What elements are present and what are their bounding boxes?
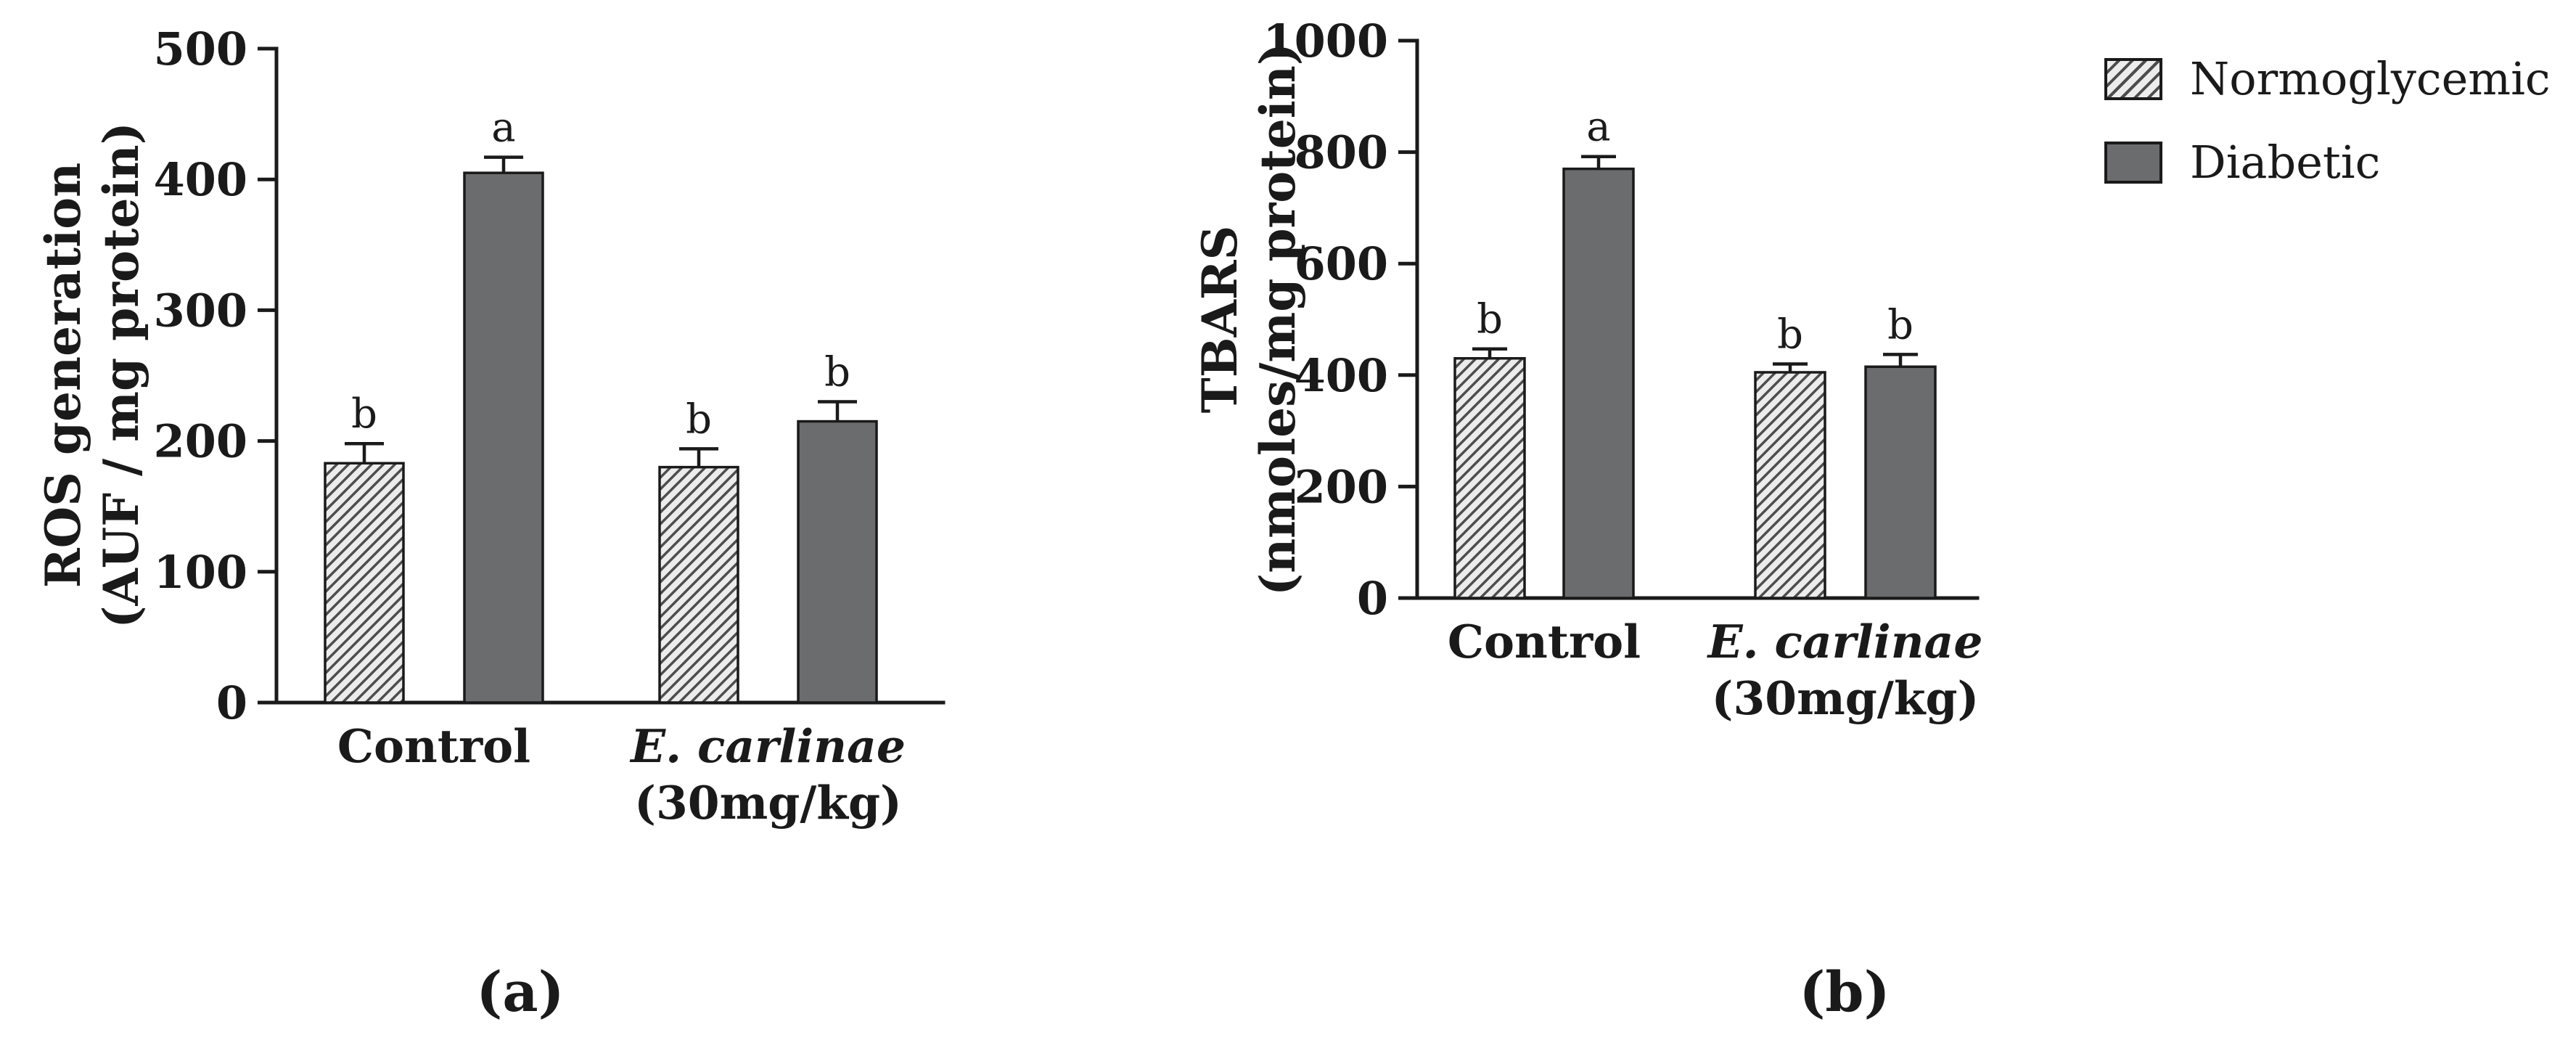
y-tick-label: 400	[154, 153, 247, 206]
significance-label: b	[824, 349, 850, 396]
error-bar	[1581, 155, 1616, 169]
panel-label-a: (a)	[476, 959, 565, 1024]
bar-normoglycemic-1	[658, 465, 739, 704]
error-bar	[1773, 362, 1808, 372]
legend-label-normoglycemic: Normoglycemic	[2190, 52, 2551, 105]
category-label: E. carlinae	[629, 719, 906, 773]
y-tick-label: 200	[1295, 460, 1388, 513]
y-axis-label: ROS generation	[35, 163, 91, 588]
significance-label: a	[1586, 104, 1610, 151]
category-label: Control	[337, 719, 530, 773]
legend-item-diabetic: Diabetic	[2104, 136, 2551, 189]
y-tick-label: 300	[154, 284, 247, 337]
y-axis-label: TBARS	[1191, 226, 1248, 414]
significance-label: b	[351, 390, 377, 438]
diabetic-solid-swatch-icon	[2104, 141, 2162, 184]
significance-label: a	[491, 105, 515, 152]
y-tick-label: 400	[1295, 349, 1388, 402]
error-bar	[679, 447, 718, 467]
y-axis-label: (nmoles/mg protein)	[1250, 43, 1306, 596]
category-label: E. carlinae	[1707, 615, 1983, 668]
bar-diabetic-1	[797, 420, 878, 704]
significance-label: b	[1777, 311, 1803, 358]
bar-normoglycemic-1	[1754, 371, 1826, 599]
y-tick-label: 200	[154, 415, 247, 468]
error-bar	[1472, 347, 1507, 359]
error-bar	[818, 400, 857, 422]
legend-label-diabetic: Diabetic	[2190, 136, 2381, 189]
legend: Normoglycemic Diabetic	[2104, 52, 2551, 189]
significance-label: b	[686, 396, 712, 443]
y-tick-label: 1000	[1263, 15, 1388, 67]
normoglycemic-hatched-swatch-icon	[2104, 57, 2162, 100]
bar-normoglycemic-0	[324, 462, 405, 704]
legend-item-normoglycemic: Normoglycemic	[2104, 52, 2551, 105]
category-sublabel: (30mg/kg)	[634, 776, 902, 830]
panel-label-b: (b)	[1799, 959, 1890, 1024]
significance-label: b	[1887, 301, 1913, 348]
error-bar	[484, 155, 523, 173]
bar-diabetic-0	[463, 171, 544, 704]
y-tick-label: 600	[1295, 237, 1388, 290]
significance-label: b	[1477, 296, 1503, 343]
y-tick-label: 500	[154, 22, 247, 75]
bar-diabetic-0	[1562, 167, 1635, 599]
category-label: Control	[1448, 615, 1641, 668]
category-sublabel: (30mg/kg)	[1712, 671, 1980, 725]
y-tick-label: 800	[1295, 126, 1388, 179]
error-bar	[1883, 353, 1918, 367]
y-tick-label: 0	[1357, 572, 1388, 625]
y-tick-label: 100	[154, 546, 247, 599]
y-tick-label: 0	[216, 676, 247, 729]
bar-normoglycemic-0	[1453, 357, 1526, 599]
bar-diabetic-1	[1864, 365, 1937, 599]
error-bar	[345, 441, 384, 464]
y-axis-label: (AUF / mg protein)	[93, 122, 149, 629]
